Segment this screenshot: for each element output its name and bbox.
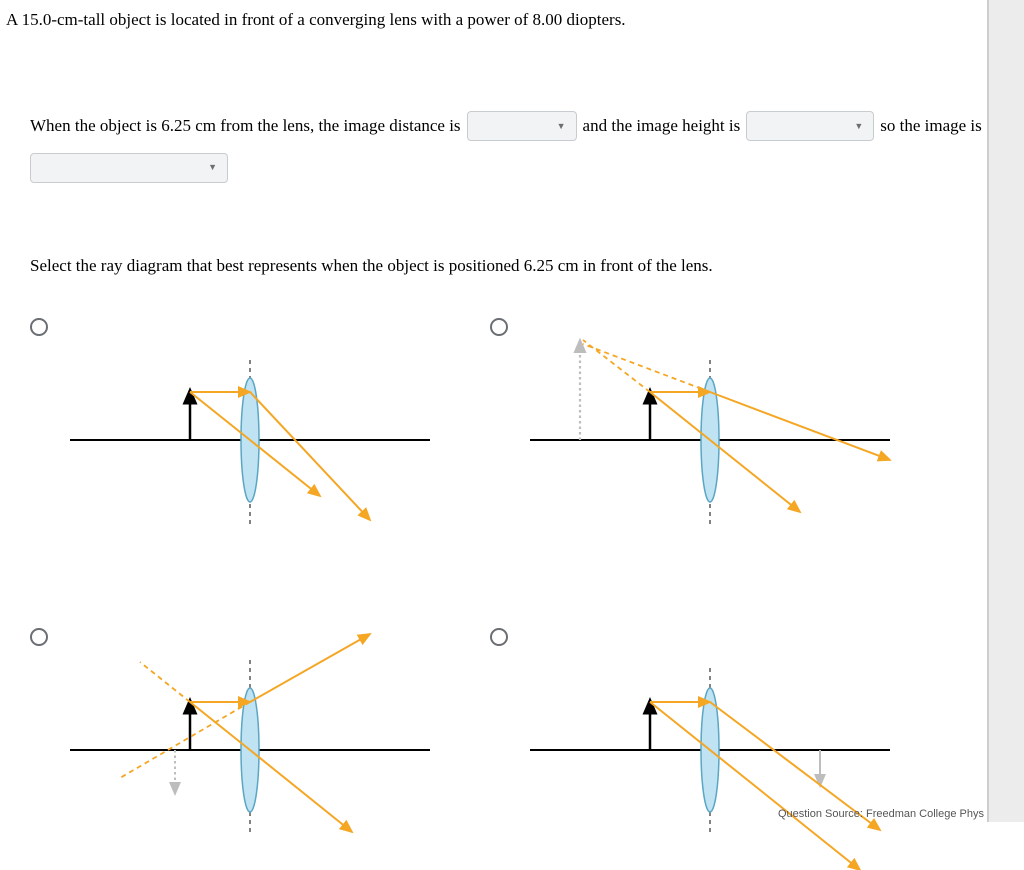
radio-option-b[interactable] (490, 318, 508, 336)
option-d (490, 620, 950, 870)
fill-text-3: so the image is (880, 106, 982, 147)
question-container: A 15.0-cm-tall object is located in fron… (0, 0, 1024, 822)
radio-option-d[interactable] (490, 628, 508, 646)
fill-text-2: and the image height is (583, 106, 741, 147)
dropdown-image-height[interactable]: ▼ (746, 111, 874, 141)
ray-diagram-a (60, 310, 440, 560)
question-source: Question Source: Freedman College Phys (778, 808, 984, 820)
chevron-down-icon: ▼ (854, 116, 863, 138)
dropdown-image-type[interactable]: ▼ (30, 153, 228, 183)
ray-diagram-c (60, 620, 440, 870)
diagram-question: Select the ray diagram that best represe… (30, 256, 713, 276)
chevron-down-icon: ▼ (557, 116, 566, 138)
option-c (30, 620, 490, 870)
ray-diagram-b (520, 310, 900, 560)
problem-statement: A 15.0-cm-tall object is located in fron… (6, 10, 626, 30)
option-b (490, 310, 950, 560)
ray-diagram-d (520, 620, 900, 870)
right-sidebar-strip (988, 0, 1024, 822)
dropdown-image-distance[interactable]: ▼ (467, 111, 577, 141)
fill-in-sentence: When the object is 6.25 cm from the lens… (30, 106, 990, 183)
ray-diagram-options (30, 310, 990, 870)
chevron-down-icon: ▼ (208, 157, 217, 179)
option-a (30, 310, 490, 560)
fill-text-1: When the object is 6.25 cm from the lens… (30, 106, 461, 147)
radio-option-c[interactable] (30, 628, 48, 646)
radio-option-a[interactable] (30, 318, 48, 336)
